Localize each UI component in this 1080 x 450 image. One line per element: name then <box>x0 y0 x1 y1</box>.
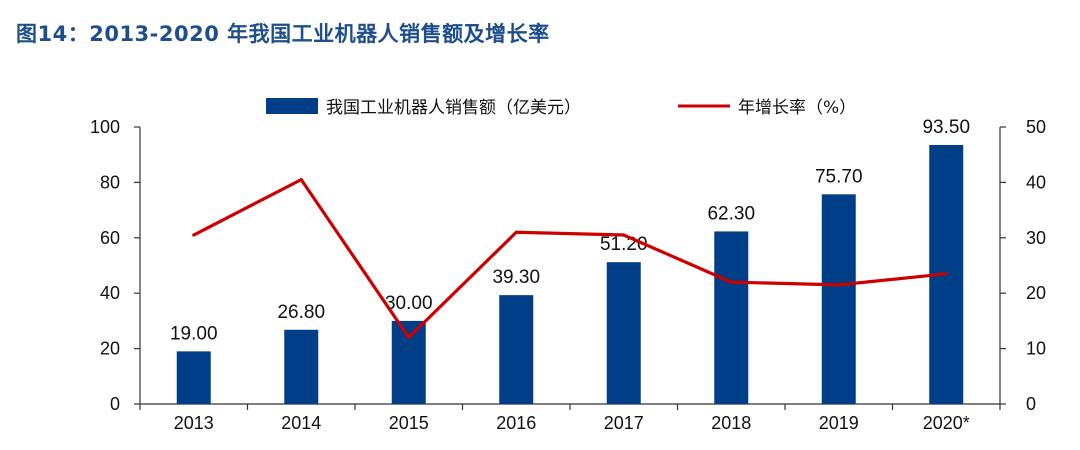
figure-title: 图14：2013-2020 年我国工业机器人销售额及增长率 <box>16 22 550 46</box>
legend-label-bar: 我国工业机器人销售额（亿美元） <box>326 98 581 118</box>
left-tick-label: 0 <box>110 394 120 414</box>
bar <box>606 262 641 404</box>
bar <box>821 194 856 404</box>
right-tick-label: 30 <box>1026 228 1046 248</box>
x-tick-label: 2020* <box>923 413 970 433</box>
growth-point <box>299 178 303 182</box>
x-tick-label: 2014 <box>281 413 321 433</box>
growth-point <box>407 335 411 340</box>
growth-point <box>944 272 948 276</box>
left-tick-label: 20 <box>100 339 120 359</box>
growth-point <box>729 280 733 284</box>
x-tick-label: 2017 <box>604 413 644 433</box>
bar-data-label: 62.30 <box>707 203 755 224</box>
x-tick-label: 2019 <box>819 413 859 433</box>
bar-data-label: 26.80 <box>277 302 325 323</box>
left-tick-label: 60 <box>100 228 120 248</box>
bar-data-label: 30.00 <box>385 293 433 314</box>
right-tick-label: 50 <box>1026 117 1046 137</box>
x-tick-label: 2013 <box>174 413 214 433</box>
growth-point <box>837 283 841 287</box>
bar <box>714 231 749 404</box>
bar <box>499 295 534 404</box>
bar-data-label: 93.50 <box>922 117 970 138</box>
bar-data-label: 75.70 <box>815 166 863 187</box>
bar <box>284 329 319 404</box>
legend: 我国工业机器人销售额（亿美元） 年增长率（%） <box>266 98 856 118</box>
x-tick-label: 2018 <box>711 413 751 433</box>
left-tick-label: 80 <box>100 172 120 192</box>
bar-data-label: 39.30 <box>492 267 540 288</box>
growth-polyline <box>193 178 947 340</box>
axes <box>134 126 1006 410</box>
bar-data-label: 51.20 <box>600 234 648 255</box>
left-tick-label: 100 <box>90 117 120 137</box>
bar <box>176 351 211 404</box>
right-tick-label: 20 <box>1026 283 1046 303</box>
growth-line <box>192 178 948 340</box>
right-tick-label: 10 <box>1026 339 1046 359</box>
growth-point <box>192 233 196 237</box>
growth-point <box>622 233 626 237</box>
x-tick-label: 2016 <box>496 413 536 433</box>
left-tick-label: 40 <box>100 283 120 303</box>
right-tick-label: 0 <box>1026 394 1036 414</box>
legend-swatch-bar <box>266 98 318 114</box>
growth-point <box>514 230 518 234</box>
bar-data-label: 19.00 <box>170 323 218 344</box>
tick-labels: 0 20 40 60 80 100 0 10 20 30 40 50 2013 2014 2015 2016 2… <box>90 117 1046 433</box>
legend-label-line: 年增长率（%） <box>738 98 856 118</box>
right-tick-label: 40 <box>1026 172 1046 192</box>
bar <box>391 320 426 404</box>
x-tick-label: 2015 <box>389 413 429 433</box>
